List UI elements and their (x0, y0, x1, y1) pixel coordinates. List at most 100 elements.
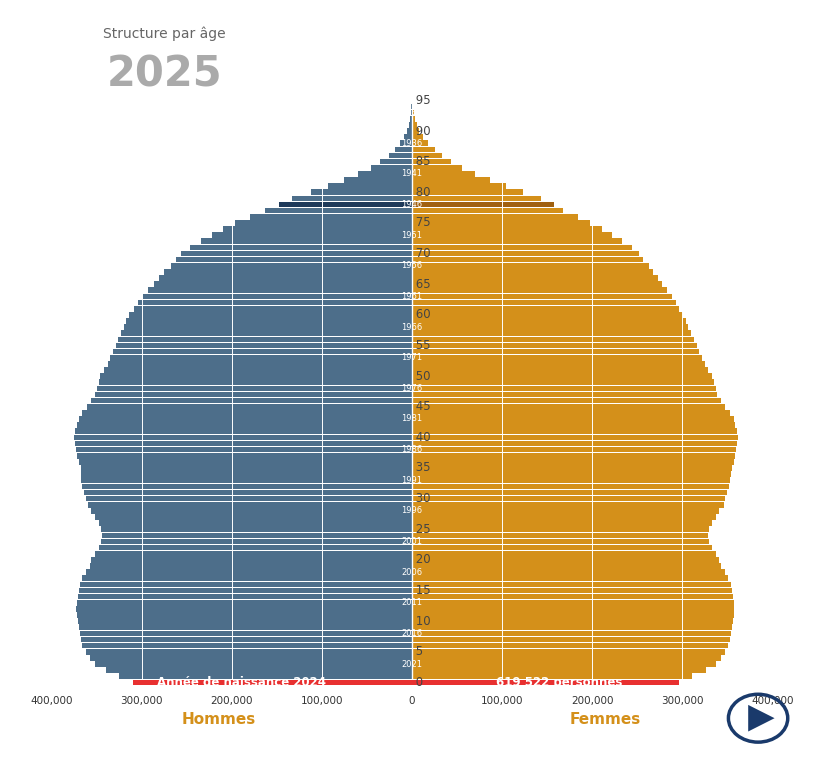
Bar (76, 447, 412, 452)
Bar (80, 631, 412, 636)
Bar (222, 226, 412, 232)
Bar (129, 312, 412, 318)
Bar (99, 545, 412, 550)
Bar (124, 325, 412, 330)
Text: 90: 90 (412, 125, 431, 138)
Text: 2011: 2011 (401, 598, 423, 607)
Text: 1976: 1976 (401, 384, 423, 393)
Bar (412, 183, 506, 189)
Bar (87, 404, 412, 410)
Text: 1956: 1956 (401, 261, 423, 271)
Bar (371, 165, 412, 170)
Bar (311, 189, 412, 195)
Bar (102, 533, 412, 538)
Bar (412, 587, 732, 594)
Bar (82, 575, 412, 581)
Bar (86, 496, 412, 502)
Bar (84, 489, 412, 496)
Bar (405, 135, 412, 140)
Bar (412, 367, 709, 372)
Bar (407, 128, 412, 134)
Bar (412, 423, 735, 428)
Bar (409, 122, 412, 128)
Bar (138, 299, 412, 306)
Bar (328, 183, 412, 189)
Bar (412, 287, 667, 293)
Text: 15: 15 (412, 584, 431, 597)
Bar (412, 539, 709, 544)
Bar (159, 275, 412, 281)
Bar (412, 147, 434, 152)
Bar (412, 606, 734, 612)
Bar (412, 496, 725, 502)
Bar (190, 245, 412, 250)
Bar (412, 613, 733, 618)
Bar (81, 637, 412, 642)
Bar (95, 391, 412, 397)
Bar (86, 569, 412, 575)
Bar (412, 257, 644, 262)
Bar (412, 110, 414, 116)
Bar (395, 147, 412, 152)
Bar (79, 587, 412, 594)
Bar (412, 453, 735, 458)
Bar (279, 201, 412, 207)
Text: 2025: 2025 (107, 53, 222, 95)
Text: Hommes: Hommes (181, 712, 255, 727)
Bar (412, 220, 590, 226)
Bar (412, 625, 732, 630)
Bar (110, 355, 412, 360)
Text: 40: 40 (412, 431, 431, 444)
Bar (133, 679, 412, 686)
Bar (101, 527, 412, 532)
Bar (95, 515, 412, 520)
Bar (412, 679, 679, 686)
Bar (90, 655, 412, 660)
Text: 80: 80 (412, 185, 430, 199)
Bar (412, 299, 676, 306)
Bar (412, 135, 424, 140)
Text: 30: 30 (412, 492, 430, 505)
Bar (412, 569, 724, 575)
Bar (77, 594, 412, 600)
Text: 2016: 2016 (401, 629, 423, 638)
Bar (411, 110, 412, 116)
Bar (412, 489, 728, 496)
Bar (412, 349, 700, 354)
Text: 75: 75 (412, 217, 431, 230)
Bar (82, 643, 412, 648)
Text: 95: 95 (412, 94, 431, 107)
Bar (80, 581, 412, 587)
Bar (91, 397, 412, 404)
Bar (412, 189, 522, 195)
Text: 1946: 1946 (401, 200, 423, 209)
Bar (105, 667, 412, 673)
Bar (412, 373, 712, 379)
Bar (412, 533, 709, 538)
Bar (412, 385, 715, 391)
Text: 1971: 1971 (401, 353, 423, 363)
Bar (412, 153, 442, 158)
Bar (176, 257, 412, 262)
Bar (82, 477, 412, 483)
Text: 25: 25 (412, 523, 431, 536)
Text: 619 522 personnes: 619 522 personnes (496, 676, 622, 689)
Text: 5: 5 (412, 645, 424, 658)
Bar (412, 226, 602, 232)
Bar (412, 502, 723, 508)
Bar (412, 275, 658, 281)
Polygon shape (748, 705, 775, 731)
Text: 1981: 1981 (401, 414, 423, 423)
Bar (412, 441, 737, 446)
Text: 0: 0 (412, 676, 424, 689)
Bar (412, 343, 696, 348)
Bar (412, 673, 692, 679)
Text: 35: 35 (412, 461, 430, 474)
Bar (412, 508, 719, 514)
Bar (412, 165, 461, 170)
Bar (412, 527, 709, 532)
Text: 50: 50 (412, 369, 430, 382)
Text: 2001: 2001 (401, 537, 423, 546)
Bar (412, 331, 691, 336)
Bar (412, 141, 428, 146)
